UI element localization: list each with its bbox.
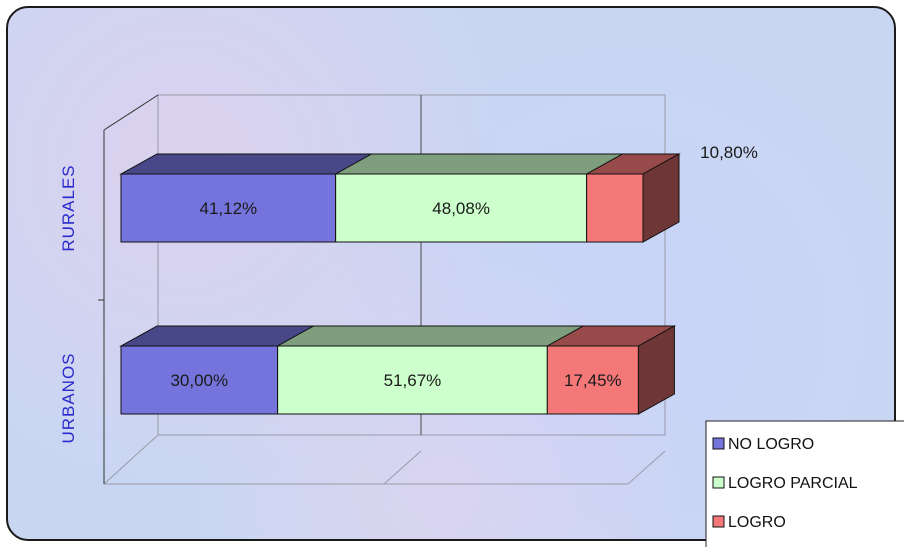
bar-rurales-no-logro-top: [121, 154, 372, 174]
bar-series: 41,12% 48,08% 10,80% 30,00% 51,67% 17,45%: [121, 143, 758, 414]
legend-label: LOGRO: [728, 514, 786, 531]
category-label-urbanos: URBANOS: [59, 352, 78, 443]
legend-label: LOGRO PARCIAL: [728, 475, 858, 492]
axis-edge: [104, 95, 158, 130]
data-label: 30,00%: [170, 371, 228, 390]
data-label: 51,67%: [384, 371, 442, 390]
chart-walls: [98, 95, 665, 484]
bar-urbanos-logro-parcial-top: [278, 326, 584, 346]
floor-gridline: [384, 451, 421, 484]
data-label: 10,80%: [700, 143, 758, 162]
legend-swatch: [713, 516, 724, 527]
legend: NO LOGRO LOGRO PARCIAL LOGRO: [706, 421, 904, 547]
category-label-rurales: RURALES: [59, 164, 78, 251]
legend-swatch: [713, 477, 724, 488]
data-label: 48,08%: [432, 199, 490, 218]
category-labels: RURALES URBANOS: [59, 164, 78, 443]
bar-rurales-logro-parcial-top: [336, 154, 623, 174]
floor-edge: [104, 435, 158, 484]
bar-rurales-logro: [587, 174, 643, 242]
data-label: 41,12%: [199, 199, 257, 218]
legend-label: NO LOGRO: [728, 436, 814, 453]
floor-edge: [628, 451, 665, 484]
legend-swatch: [713, 438, 724, 449]
data-label: 17,45%: [564, 371, 622, 390]
